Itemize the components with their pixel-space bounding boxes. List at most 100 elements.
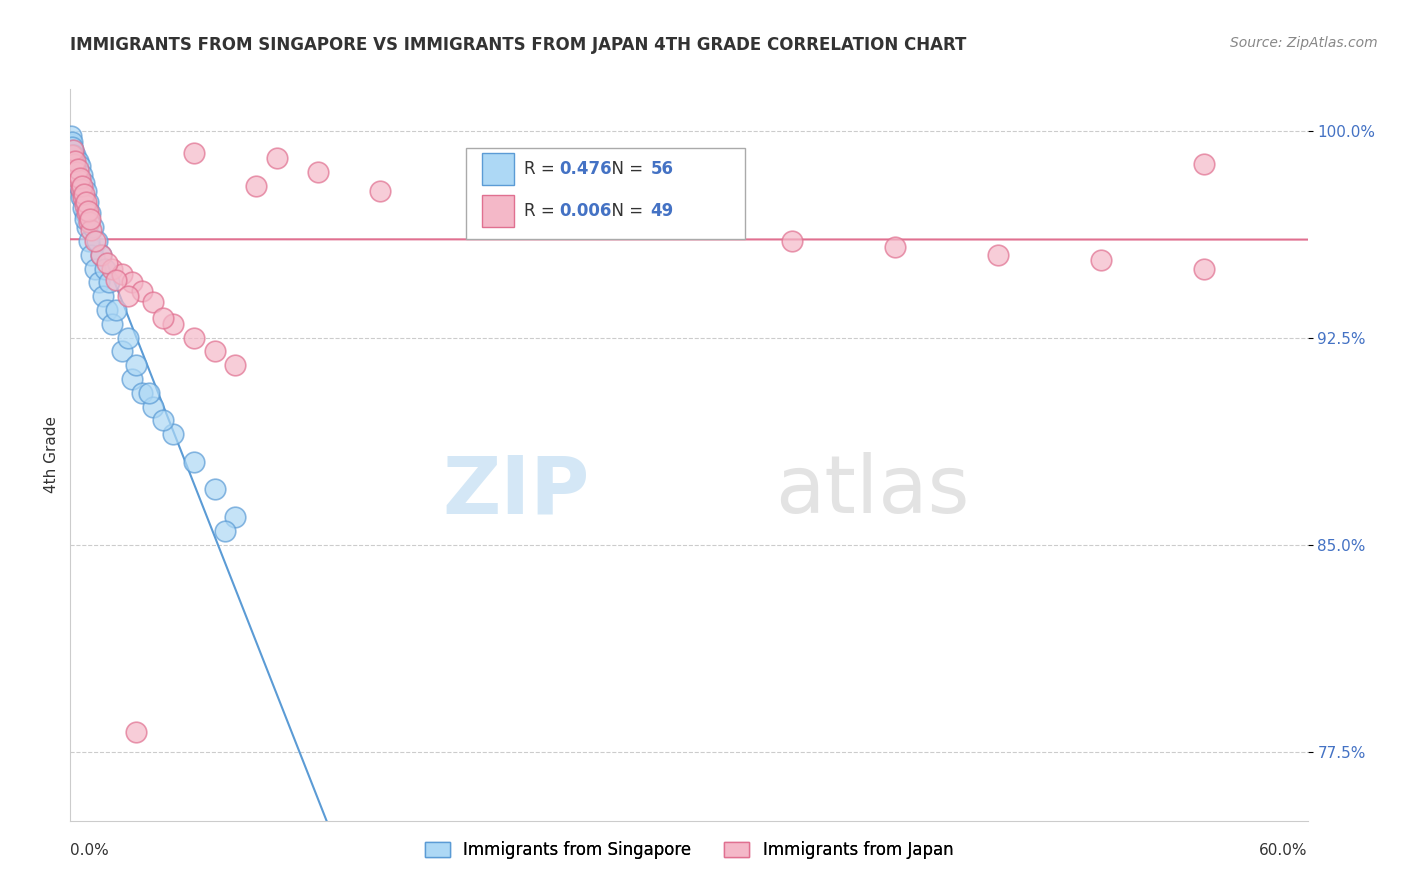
Point [94, 261, 117, 276]
Point [987, 248, 1010, 262]
Point [77, 215, 100, 229]
Point [63, 157, 86, 171]
Point [90, 248, 112, 262]
Text: 49: 49 [651, 202, 673, 219]
Point [60, 145, 83, 160]
Point [69, 181, 91, 195]
Point [82, 220, 104, 235]
Point [100, 317, 122, 331]
Point [76, 206, 98, 220]
Text: ZIP: ZIP [443, 452, 591, 531]
Point [204, 344, 226, 359]
Point [131, 284, 153, 298]
Point [70, 168, 93, 182]
Point [60, 148, 83, 162]
Point [67, 173, 90, 187]
Point [73, 198, 96, 212]
Point [121, 276, 143, 290]
Point [67, 173, 90, 187]
Point [73, 176, 96, 190]
Point [67, 178, 90, 193]
Point [91, 289, 114, 303]
Point [678, 220, 700, 235]
Point [70, 178, 93, 193]
Point [125, 358, 148, 372]
Point [89, 276, 111, 290]
Point [60, 140, 83, 154]
Point [84, 261, 107, 276]
Point [152, 413, 174, 427]
Point [62, 143, 84, 157]
Text: N =: N = [602, 202, 648, 219]
Text: 56: 56 [651, 160, 673, 178]
Point [76, 203, 98, 218]
Legend: Immigrants from Singapore, Immigrants from Japan: Immigrants from Singapore, Immigrants fr… [416, 832, 962, 867]
Point [1090, 253, 1112, 268]
Point [142, 294, 165, 309]
Point [70, 190, 93, 204]
Point [575, 211, 598, 226]
Point [96, 303, 118, 318]
Point [1194, 261, 1216, 276]
Point [1194, 157, 1216, 171]
Point [77, 234, 100, 248]
Point [66, 170, 89, 185]
Point [117, 289, 139, 303]
Point [125, 725, 148, 739]
FancyBboxPatch shape [467, 148, 745, 239]
Point [98, 276, 121, 290]
Point [100, 261, 122, 276]
Text: atlas: atlas [776, 452, 970, 531]
Point [66, 162, 89, 177]
Point [69, 170, 91, 185]
Point [224, 358, 246, 372]
Point [73, 187, 96, 202]
Point [204, 483, 226, 497]
Point [65, 165, 87, 179]
Point [75, 211, 97, 226]
Point [104, 273, 127, 287]
Point [69, 160, 91, 174]
Point [62, 143, 84, 157]
Point [104, 303, 127, 318]
Point [90, 248, 112, 262]
Point [63, 162, 86, 177]
Text: R =: R = [524, 202, 561, 219]
Point [65, 153, 87, 168]
Point [266, 151, 288, 165]
Point [65, 148, 87, 162]
Point [79, 211, 101, 226]
Point [131, 385, 153, 400]
Text: Source: ZipAtlas.com: Source: ZipAtlas.com [1230, 36, 1378, 50]
Point [142, 400, 165, 414]
Point [72, 201, 94, 215]
Point [162, 317, 184, 331]
Point [117, 330, 139, 344]
Text: 0.476: 0.476 [560, 160, 612, 178]
Point [138, 385, 160, 400]
Point [80, 248, 103, 262]
Point [307, 165, 329, 179]
Point [62, 151, 84, 165]
Text: 0.006: 0.006 [560, 202, 612, 219]
Point [75, 184, 97, 198]
Point [60, 135, 83, 149]
Point [96, 256, 118, 270]
Point [224, 510, 246, 524]
Point [780, 234, 803, 248]
Point [62, 148, 84, 162]
Point [86, 234, 108, 248]
Point [214, 524, 236, 538]
Point [368, 184, 391, 198]
Point [84, 234, 107, 248]
Point [121, 372, 143, 386]
Point [72, 193, 94, 207]
Point [60, 129, 83, 144]
Point [76, 195, 98, 210]
Point [245, 178, 267, 193]
Text: R =: R = [524, 160, 561, 178]
Point [73, 206, 96, 220]
Point [884, 239, 907, 253]
Text: 60.0%: 60.0% [1260, 843, 1308, 857]
Point [183, 455, 205, 469]
